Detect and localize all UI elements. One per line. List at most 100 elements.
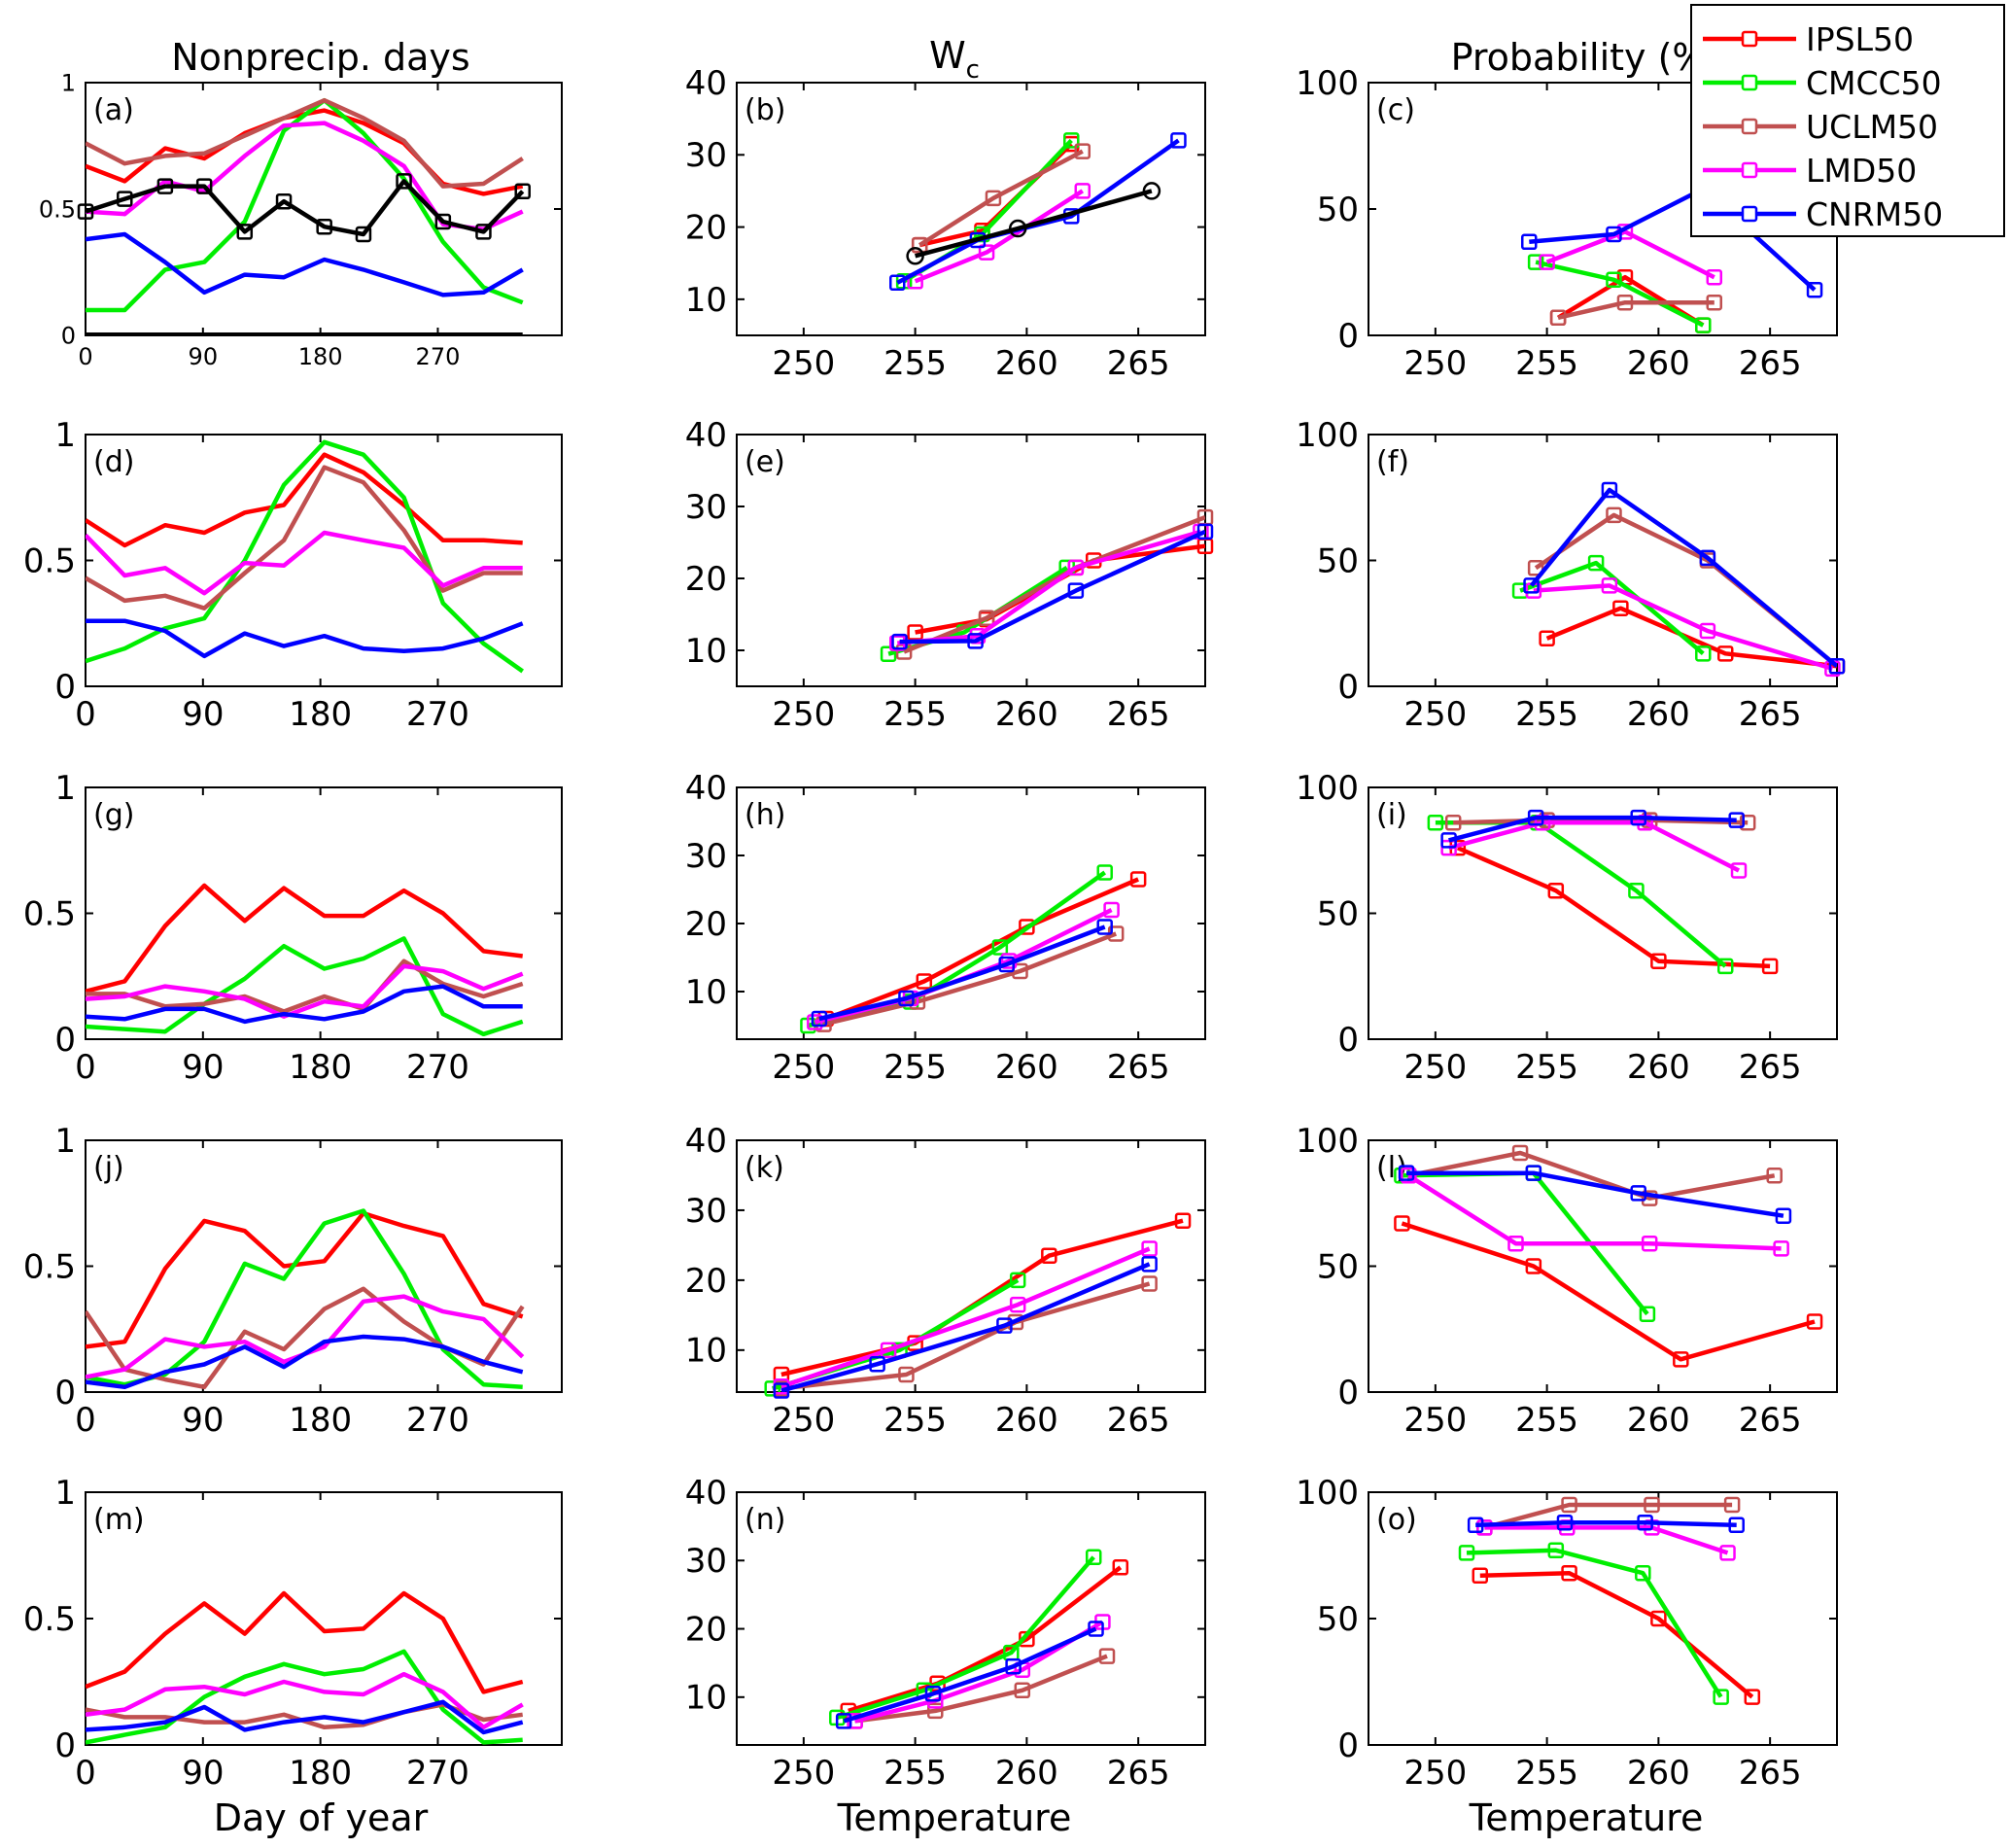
- x-tick-label: 180: [298, 343, 343, 370]
- series-line: [780, 1246, 1151, 1389]
- legend: IPSL50 CMCC50 UCLM50 LMD50 CNRM50: [1690, 4, 2005, 237]
- series-line: [914, 189, 1085, 284]
- x-tick-label: 180: [289, 1401, 352, 1440]
- data-point: [869, 1355, 885, 1373]
- x-tick-label: 260: [995, 695, 1058, 734]
- series-line: [918, 149, 1084, 247]
- xlabel-temperature-probability: Temperature: [1469, 1796, 1704, 1839]
- data-point: [998, 956, 1015, 973]
- series-line: [86, 1294, 525, 1379]
- data-point: [1706, 268, 1723, 286]
- x-tick-label: 0: [78, 343, 92, 370]
- data-point: [1630, 809, 1646, 826]
- y-tick-label: 30: [685, 1542, 727, 1581]
- x-tick-label: 0: [75, 1048, 96, 1087]
- x-tick-label: 270: [416, 343, 461, 370]
- panel-b: 10 20 30 40 250 255 260 265 (b): [685, 64, 1206, 383]
- data-point: [1673, 1351, 1689, 1368]
- data-point: [1773, 1240, 1789, 1257]
- y-tick-label: 0.5: [23, 541, 76, 580]
- data-point: [1766, 1168, 1783, 1184]
- panel-c: 0 50 100 250 255 260 265 (c): [1296, 64, 1838, 383]
- data-point: [1141, 1275, 1158, 1292]
- series-cnrm50: [86, 984, 523, 1025]
- data-point: [275, 192, 293, 210]
- panel-label: (b): [745, 93, 785, 127]
- series-line: [1535, 260, 1705, 328]
- panel-g: 0 0.5 1 0 90 180 270 (g): [23, 769, 563, 1087]
- data-point: [1561, 1564, 1577, 1582]
- x-tick-label: 265: [1739, 344, 1802, 383]
- series-lmd50: [889, 523, 1209, 651]
- series-line: [1407, 1173, 1782, 1251]
- data-point: [236, 224, 254, 240]
- x-tick-label: 260: [995, 1048, 1058, 1087]
- y-tick-label: 100: [1296, 64, 1359, 103]
- x-tick-label: 270: [406, 1401, 469, 1440]
- panel-label: (f): [1376, 445, 1409, 479]
- series-lmd50: [86, 963, 524, 1019]
- series-line: [86, 97, 524, 189]
- data-point: [924, 1686, 942, 1702]
- panel-d: 0 0.5 1 0 90 180 270 (d): [23, 416, 563, 734]
- x-tick-label: 260: [1627, 1754, 1690, 1793]
- x-tick-label: 265: [1739, 695, 1802, 734]
- y-tick-label: 10: [685, 632, 727, 671]
- x-tick-label: 250: [1403, 695, 1467, 734]
- x-tick-label: 255: [883, 695, 947, 734]
- data-point: [1074, 143, 1091, 159]
- axes-box: [85, 82, 563, 336]
- series-ipsl50: [86, 883, 523, 994]
- series-line: [1406, 1170, 1784, 1218]
- data-point: [1088, 1621, 1104, 1637]
- data-point: [898, 990, 915, 1007]
- x-tick-label: 270: [406, 695, 469, 734]
- x-tick-label: 255: [883, 1401, 947, 1440]
- data-point: [1806, 1313, 1823, 1330]
- data-point: [1009, 1272, 1026, 1289]
- data-point: [1828, 658, 1846, 675]
- x-tick-label: 0: [75, 695, 96, 734]
- y-tick-label: 0.5: [23, 1247, 76, 1286]
- series-cnrm50: [773, 1256, 1158, 1399]
- series-cmcc50: [86, 439, 525, 674]
- series-cnrm50: [1523, 481, 1846, 675]
- series-line: [896, 138, 1180, 285]
- data-point: [1539, 254, 1555, 270]
- x-tick-label: 265: [1107, 1048, 1170, 1087]
- data-point: [967, 633, 984, 649]
- data-point: [1744, 1689, 1761, 1705]
- series-cmcc50: [829, 1549, 1102, 1726]
- legend-label: LMD50: [1806, 152, 1917, 190]
- y-tick-label: 50: [1317, 894, 1359, 933]
- x-tick-label: 90: [189, 343, 219, 370]
- data-point: [1063, 132, 1080, 149]
- col-title-wc-subscript: c: [966, 55, 980, 85]
- data-point: [1067, 582, 1085, 599]
- series-cnrm50: [86, 1699, 524, 1735]
- data-point: [1637, 1514, 1653, 1531]
- series-line: [86, 984, 523, 1025]
- panel-label: (a): [93, 93, 134, 127]
- series-cnrm50: [811, 919, 1113, 1028]
- series-ipsl50: [1394, 1215, 1823, 1368]
- panel-f: 0 50 100 250 255 260 265 (f): [1296, 416, 1846, 734]
- y-tick-label: 50: [1317, 1247, 1359, 1286]
- legend-marker: [1741, 30, 1758, 48]
- axes-box: [736, 1491, 1206, 1746]
- legend-marker: [1741, 74, 1758, 91]
- data-point: [1041, 1247, 1057, 1264]
- data-point: [1009, 1296, 1026, 1313]
- data-point: [1103, 901, 1120, 919]
- data-point: [978, 244, 995, 261]
- data-point: [195, 178, 213, 194]
- y-tick-label: 50: [1317, 541, 1359, 580]
- y-tick-label: 1: [54, 416, 76, 455]
- x-tick-label: 250: [772, 1048, 835, 1087]
- legend-label: UCLM50: [1806, 108, 1938, 146]
- series-ipsl50: [817, 871, 1147, 1028]
- y-tick-label: 10: [685, 281, 727, 320]
- data-point: [1005, 1657, 1022, 1675]
- y-tick-label: 100: [1296, 769, 1359, 808]
- x-tick-label: 250: [772, 344, 835, 383]
